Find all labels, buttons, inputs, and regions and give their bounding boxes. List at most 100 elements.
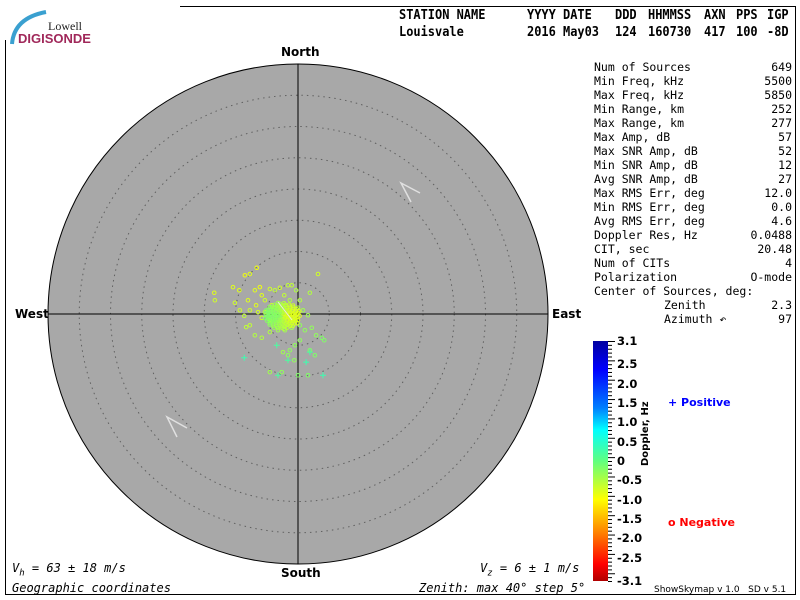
pps: 100	[736, 25, 758, 40]
source-point-negative	[291, 357, 297, 363]
source-point-negative	[296, 309, 302, 314]
source-point-negative	[236, 287, 242, 293]
source-point-negative	[272, 287, 278, 293]
stat-row: Num of Sources 649	[594, 60, 792, 74]
zenith-info: Zenith: max 40° step 5°	[419, 581, 586, 595]
colorbar-tick-label: -2.0	[617, 531, 643, 546]
stat-value: 52	[778, 144, 792, 158]
source-point-negative	[287, 347, 293, 353]
colorbar-ticks	[608, 341, 615, 582]
source-point-negative	[289, 282, 295, 288]
igp: -8D	[767, 25, 789, 40]
source-point-positive	[275, 372, 281, 379]
source-point-negative	[294, 320, 300, 326]
source-point-negative	[272, 302, 277, 308]
stat-label: Max SNR Amp, dB	[594, 144, 698, 158]
source-point-negative	[269, 304, 275, 310]
velocity-arrow-icon	[165, 415, 188, 438]
stat-value: 0.0	[771, 200, 792, 214]
colorbar-tick-label: -1.0	[617, 492, 643, 507]
plus-icon: +	[668, 396, 682, 409]
source-point-negative	[319, 335, 325, 341]
source-point-negative	[267, 369, 273, 375]
source-point-negative	[259, 292, 265, 298]
station-name: Louisvale	[399, 25, 464, 40]
stat-row: Avg RMS Err, deg 4.6	[594, 214, 792, 228]
source-point-negative	[313, 332, 319, 338]
legend-negative: o Negative	[668, 516, 735, 529]
stat-value: 0.0488	[750, 228, 792, 242]
source-point-negative	[312, 352, 318, 358]
zenith-label: Zenith	[664, 298, 706, 312]
stat-label: Max Range, km	[594, 116, 685, 130]
stat-row: Doppler Res, Hz 0.0488	[594, 228, 792, 242]
stat-label: Min SNR Amp, dB	[594, 158, 698, 172]
source-point-positive	[306, 349, 313, 356]
colorbar-tick-label: 1.5	[617, 395, 638, 410]
stat-value: 12	[778, 158, 792, 172]
stat-label: Num of CITs	[594, 256, 671, 270]
stat-label: Min RMS Err, deg	[594, 200, 705, 214]
source-point-negative	[242, 272, 248, 278]
source-point-negative	[305, 312, 311, 318]
north-label: North	[281, 45, 320, 59]
coordinate-system: Geographic coordinates	[12, 581, 171, 595]
stat-row: Polarization O-mode	[594, 270, 792, 284]
source-point-positive	[303, 359, 310, 366]
stat-value: O-mode	[750, 270, 792, 284]
source-point-negative	[267, 322, 272, 327]
stat-value: 277	[771, 116, 792, 130]
stat-row: CIT, sec 20.48	[594, 242, 792, 256]
stat-label: Polarization	[594, 270, 678, 284]
source-point-negative	[309, 325, 315, 331]
source-point-negative	[302, 327, 308, 333]
source-point-negative	[243, 324, 249, 330]
stat-row: Max Freq, kHz 5850	[594, 88, 792, 102]
stat-row: Avg SNR Amp, dB 27	[594, 172, 792, 186]
colorbar-tick-label: -1.5	[617, 512, 643, 527]
stat-label: Avg RMS Err, deg	[594, 214, 705, 228]
stat-value: 252	[771, 102, 792, 116]
stat-row: Min Freq, kHz 5500	[594, 74, 792, 88]
source-point-negative	[247, 271, 253, 277]
source-point-negative	[295, 372, 301, 378]
source-point-negative	[237, 307, 243, 313]
colorbar-tick-label: -0.5	[617, 473, 643, 488]
stat-value: 12.0	[764, 186, 792, 200]
stat-label: Num of Sources	[594, 60, 691, 74]
source-point-negative	[290, 303, 296, 308]
source-point-negative	[267, 329, 273, 335]
source-point-negative	[315, 271, 321, 277]
vh-readout: Vh = 63 ± 18 m/s	[12, 561, 126, 579]
source-point-negative	[267, 286, 273, 292]
velocity-vector	[277, 301, 293, 321]
doppler-colorbar	[593, 341, 608, 581]
colorbar-tick-label: 0.5	[617, 434, 638, 449]
azimuth-value: 97	[778, 312, 792, 326]
source-point-positive	[320, 372, 326, 379]
header-label: YYYY DATE	[527, 8, 592, 23]
source-point-negative	[212, 297, 218, 303]
source-point-negative	[247, 322, 253, 328]
source-point-negative	[281, 326, 287, 332]
source-point-negative	[297, 297, 303, 303]
stat-value: 4	[785, 256, 792, 270]
stat-value: 5500	[764, 74, 792, 88]
colorbar-tick-label: 0	[617, 454, 626, 468]
source-point-negative	[290, 323, 296, 329]
stat-label: Max Amp, dB	[594, 130, 671, 144]
source-point-negative	[232, 300, 238, 306]
source-point-negative	[292, 342, 298, 348]
version-info: ShowSkymap v 1.0 SD v 5.1	[654, 585, 787, 595]
stat-row: Min Range, km 252	[594, 102, 792, 116]
source-point-positive	[241, 354, 248, 361]
stat-value: 649	[771, 60, 792, 74]
east-label: East	[552, 307, 582, 321]
stat-value: 5850	[764, 88, 792, 102]
axn: 417	[704, 25, 726, 40]
header-label: PPS	[736, 8, 758, 23]
stat-row: Min RMS Err, deg 0.0	[594, 200, 792, 214]
source-point-negative	[281, 300, 287, 306]
south-label: South	[281, 566, 321, 580]
header-label: IGP	[767, 8, 789, 23]
